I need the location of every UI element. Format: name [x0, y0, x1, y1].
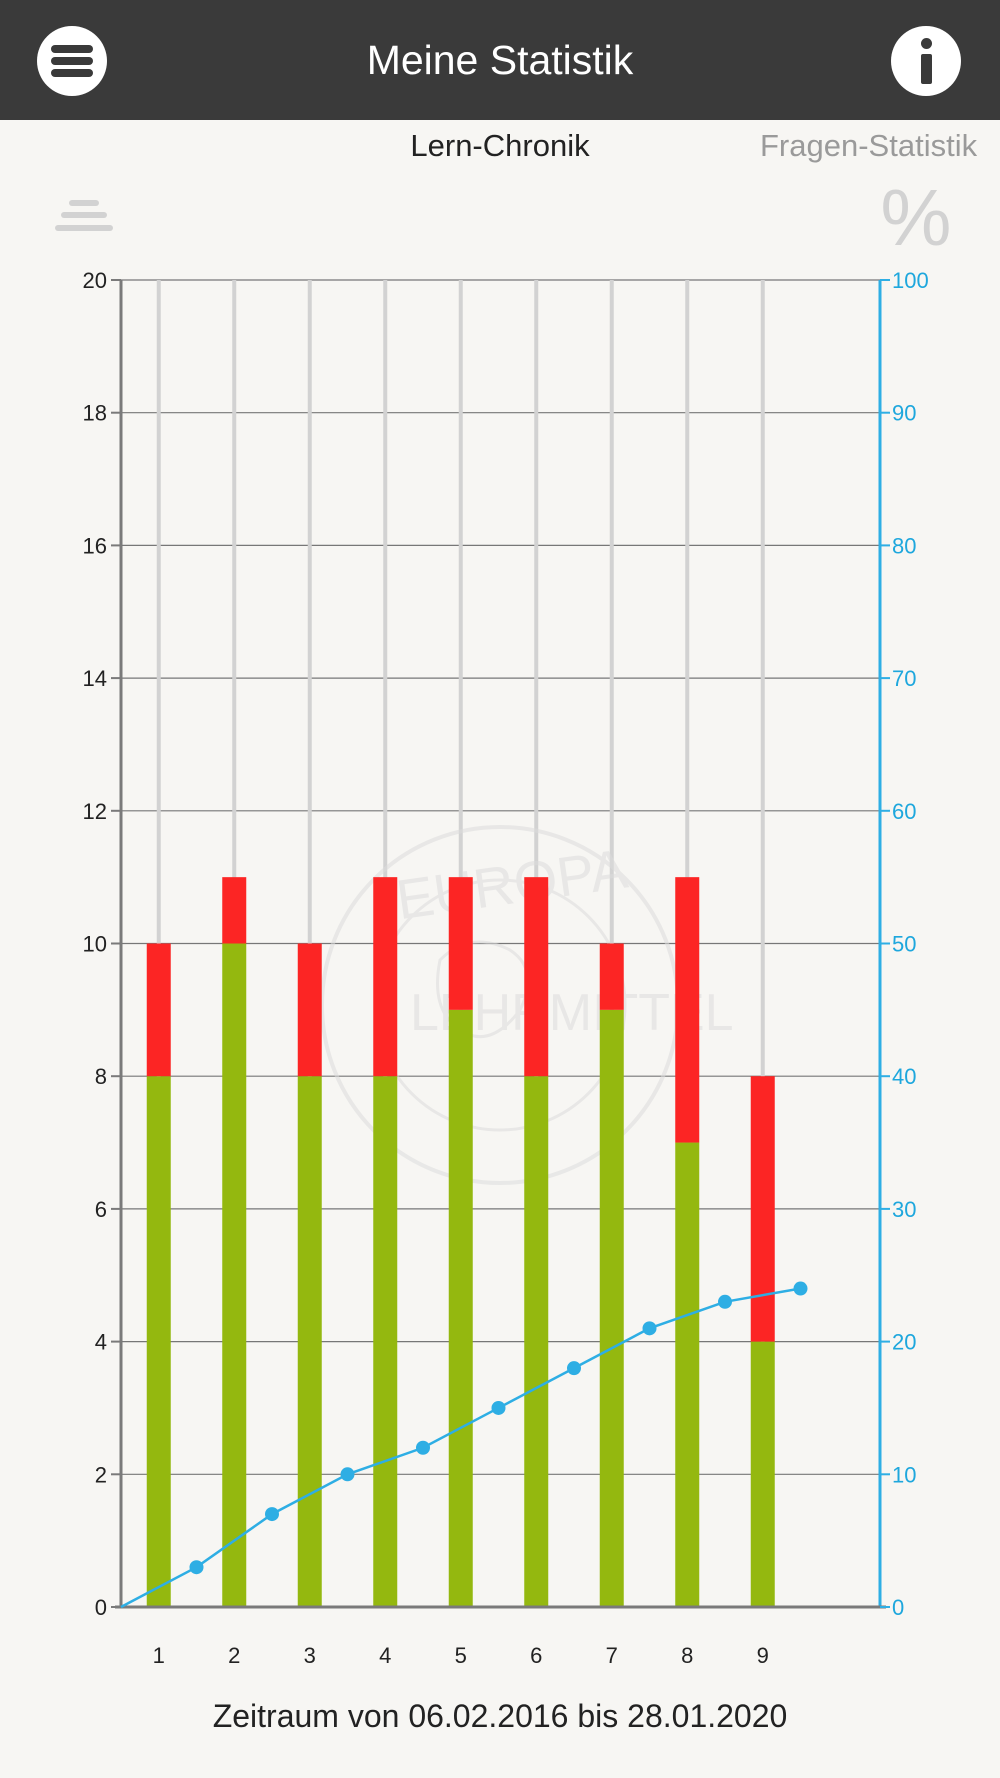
x-tick-label: 9 [757, 1643, 769, 1668]
bar-wrong-6 [524, 877, 549, 1077]
bar-correct-1 [146, 1076, 171, 1607]
tab-lern-chronik[interactable]: Lern-Chronik [410, 128, 590, 163]
y-left-tick-label: 18 [83, 401, 107, 426]
tab-fragen-statistik[interactable]: Fragen-Statistik [760, 128, 978, 163]
bar-wrong-5 [448, 877, 473, 1010]
x-tick-label: 4 [379, 1643, 391, 1668]
period-label: Zeitraum von 06.02.2016 bis 28.01.2020 [212, 1698, 788, 1734]
x-tick-label: 2 [228, 1643, 240, 1668]
info-icon[interactable] [891, 26, 961, 96]
x-tick-label: 8 [681, 1643, 693, 1668]
bar-correct-6 [524, 1076, 549, 1607]
y-left-tick-label: 4 [95, 1330, 107, 1355]
x-tick-label: 3 [304, 1643, 316, 1668]
app-header: Meine Statistik [0, 0, 1000, 120]
bar-wrong-2 [222, 877, 247, 944]
menu-icon[interactable] [37, 26, 107, 96]
y-left-tick-label: 16 [83, 533, 107, 558]
bar-correct-5 [448, 1009, 473, 1607]
line-point-9 [793, 1281, 808, 1296]
bar-wrong-8 [675, 877, 700, 1143]
y-left-tick-label: 8 [95, 1064, 107, 1089]
list-icon[interactable] [55, 198, 115, 242]
page-title: Meine Statistik [366, 37, 634, 83]
line-point-7 [642, 1321, 657, 1336]
line-point-4 [416, 1440, 430, 1455]
line-series [120, 1287, 801, 1609]
y-right-tick-label: 100 [892, 268, 929, 293]
y-left-tick-label: 0 [95, 1595, 107, 1620]
chart: EUROPA LEHRMITTEL 0246810121416182001020… [83, 268, 929, 1668]
line-point-1 [189, 1560, 204, 1575]
bar-wrong-1 [146, 943, 171, 1077]
bar-wrong-4 [373, 877, 398, 1077]
y-right-tick-label: 10 [892, 1462, 916, 1487]
y-right-tick-label: 80 [892, 533, 916, 558]
y-right-tick-label: 40 [892, 1064, 916, 1089]
bar-correct-4 [373, 1076, 398, 1607]
y-right-tick-label: 90 [892, 401, 916, 426]
bar-correct-9 [750, 1341, 775, 1607]
bar-correct-2 [222, 943, 247, 1607]
x-tick-label: 7 [606, 1643, 618, 1668]
y-left-tick-label: 2 [95, 1462, 107, 1487]
bar-correct-8 [675, 1142, 700, 1607]
line-point-6 [567, 1361, 581, 1376]
bar-wrong-7 [599, 943, 624, 1010]
y-right-tick-label: 60 [892, 799, 916, 824]
x-tick-label: 1 [153, 1643, 165, 1668]
bar-wrong-3 [297, 943, 322, 1077]
x-tick-label: 6 [530, 1643, 542, 1668]
bar-wrong-9 [750, 1076, 775, 1342]
y-right-tick-label: 0 [892, 1595, 904, 1620]
y-left-tick-label: 10 [83, 932, 107, 957]
line-point-8 [718, 1294, 732, 1309]
line-point-5 [491, 1400, 506, 1415]
line-point-3 [340, 1467, 355, 1482]
bar-correct-3 [297, 1076, 322, 1607]
y-right-tick-label: 50 [892, 932, 916, 957]
watermark-top: EUROPA [392, 836, 631, 931]
y-left-tick-label: 6 [95, 1197, 107, 1222]
line-point-2 [265, 1507, 279, 1522]
y-left-tick-label: 12 [83, 799, 107, 824]
y-left-tick-label: 14 [83, 666, 107, 691]
bar-correct-7 [599, 1009, 624, 1607]
y-right-tick-label: 70 [892, 666, 916, 691]
percent-icon[interactable]: % [880, 173, 952, 262]
y-left-tick-label: 20 [83, 268, 107, 293]
x-tick-label: 5 [455, 1643, 467, 1668]
y-right-tick-label: 30 [892, 1197, 916, 1222]
y-right-tick-label: 20 [892, 1330, 916, 1355]
